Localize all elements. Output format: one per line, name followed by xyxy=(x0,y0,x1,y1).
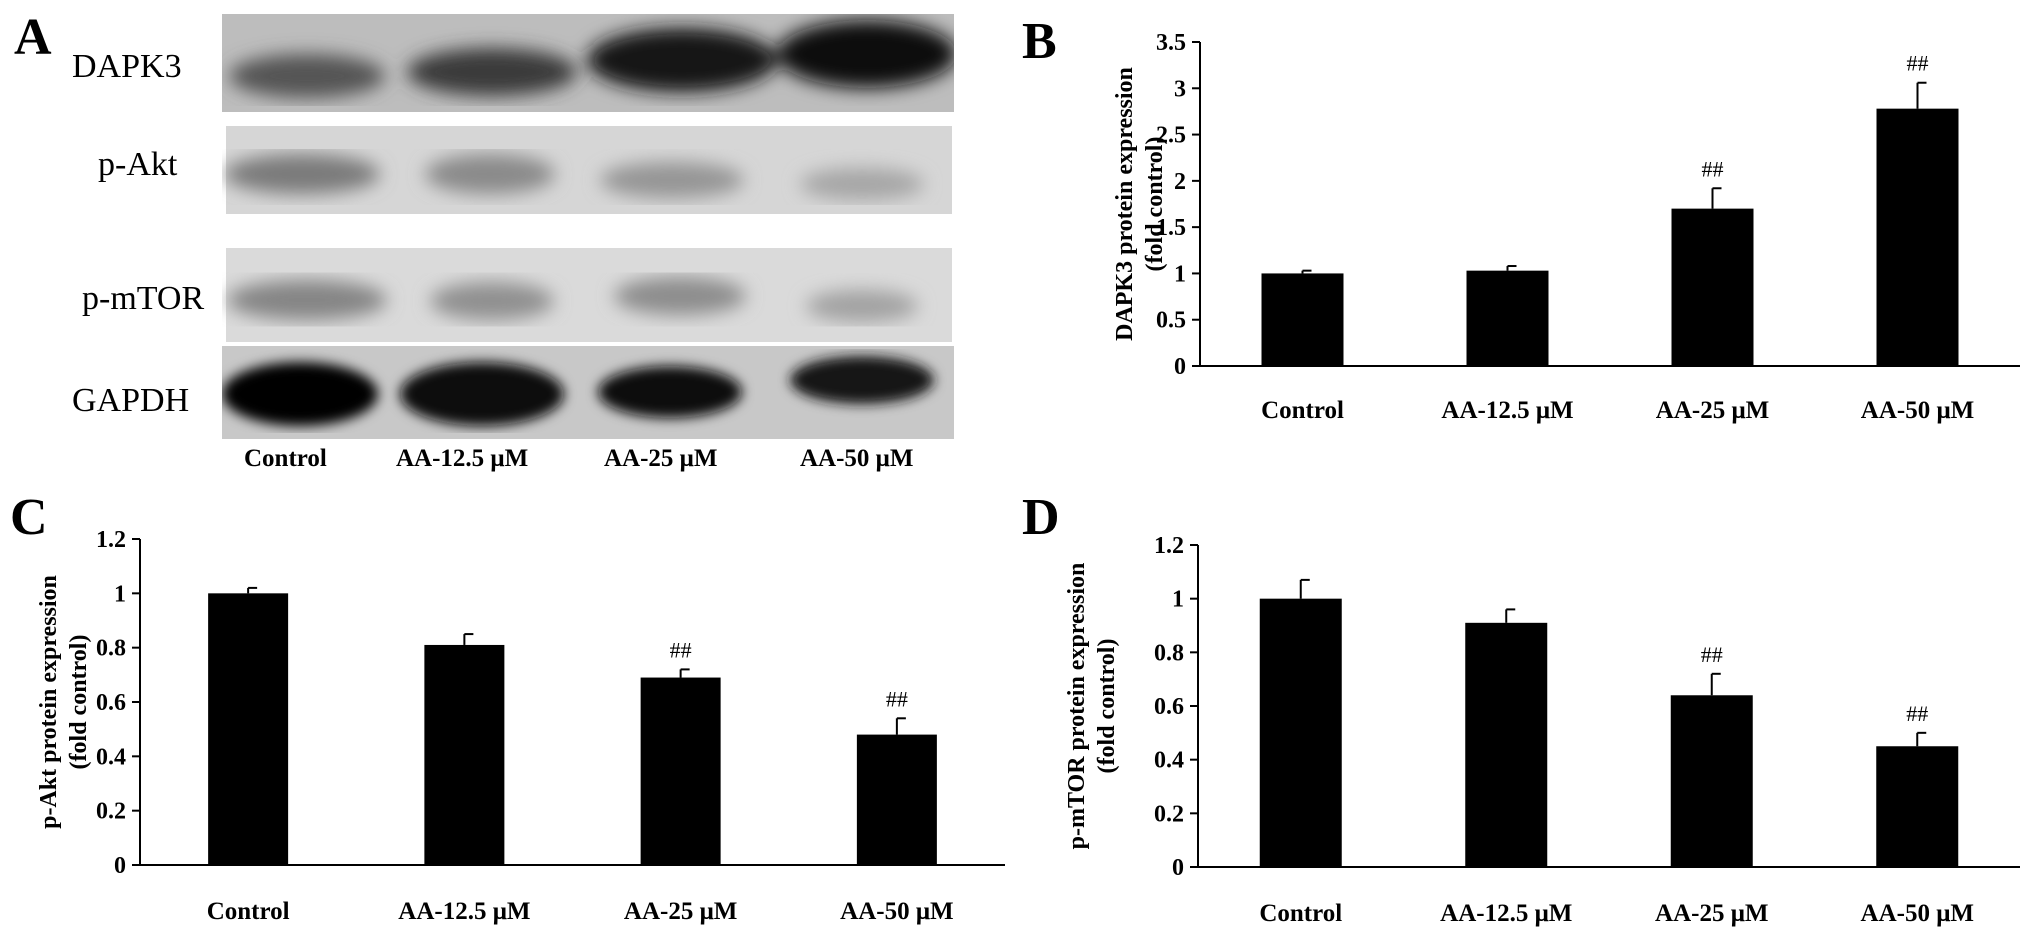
category-label: AA-50 μM xyxy=(840,898,953,925)
y-axis-label-unit: (fold control) xyxy=(1142,137,1168,272)
category-label: AA-25 μM xyxy=(1656,397,1769,424)
y-tick-label: 0.8 xyxy=(96,636,126,662)
y-tick-label: 1.5 xyxy=(1156,215,1186,241)
y-tick-label: 0.2 xyxy=(96,799,126,825)
p-akt-bar-chart: 0 0.2 0.4 0.6 0.8 1 1.2 p-Akt protein expressio… xyxy=(36,527,1005,925)
significance-annotation: ## xyxy=(1907,51,1929,76)
y-tick-label: 0 xyxy=(114,853,126,879)
blot-label-dapk3: DAPK3 xyxy=(72,48,182,85)
y-tick-label: 3 xyxy=(1174,76,1186,102)
lane-label-aa-12-5: AA-12.5 μM xyxy=(396,445,529,472)
significance-annotation: ## xyxy=(1906,701,1928,726)
category-label: Control xyxy=(207,898,290,925)
y-tick-label: 1.2 xyxy=(1154,533,1184,559)
lane-label-control: Control xyxy=(244,445,327,472)
blot-label-p-mtor: p-mTOR xyxy=(82,280,205,317)
dapk3-bar-chart: 0 0.5 1 1.5 2 2.5 3 3.5 DAPK3 protein expression… xyxy=(1112,30,2020,424)
panel-a-letter: A xyxy=(14,9,52,66)
y-axis-label: p-Akt protein expression xyxy=(36,575,62,829)
western-blot-image xyxy=(222,14,954,439)
bar xyxy=(1261,273,1344,366)
bar xyxy=(1465,622,1548,867)
p-mtor-bar-chart: 0 0.2 0.4 0.6 0.8 1 1.2 p-mTOR protein expressi… xyxy=(1064,533,2020,927)
y-tick-label: 0.2 xyxy=(1154,801,1184,827)
bar xyxy=(1876,746,1959,867)
y-tick-label: 1 xyxy=(1174,261,1186,287)
category-label: Control xyxy=(1261,397,1344,424)
panel-d-letter: D xyxy=(1022,489,1060,546)
bar xyxy=(208,593,289,865)
y-axis-label-unit: (fold control) xyxy=(66,635,92,770)
y-tick-label: 1 xyxy=(114,581,126,607)
y-axis-label: p-mTOR protein expression xyxy=(1064,563,1090,850)
panel-b-letter: B xyxy=(1022,13,1057,70)
y-tick-label: 3.5 xyxy=(1156,30,1186,56)
significance-annotation: ## xyxy=(670,637,692,662)
y-axis-label-unit: (fold control) xyxy=(1094,639,1120,774)
category-label: AA-25 μM xyxy=(624,898,737,925)
significance-annotation: ## xyxy=(886,686,908,711)
y-tick-label: 0 xyxy=(1172,855,1184,881)
y-tick-label: 0 xyxy=(1174,354,1186,380)
panel-c-letter: C xyxy=(10,489,48,546)
y-tick-label: 0.6 xyxy=(96,690,126,716)
bar xyxy=(1670,695,1753,867)
blot-label-gapdh: GAPDH xyxy=(72,382,190,419)
y-tick-label: 0.6 xyxy=(1154,694,1184,720)
bar xyxy=(640,677,721,865)
lane-label-aa-50: AA-50 μM xyxy=(800,445,914,472)
category-label: AA-12.5 μM xyxy=(1440,900,1572,927)
y-tick-label: 0.4 xyxy=(96,744,126,770)
bar xyxy=(1876,108,1959,366)
y-tick-label: 2.5 xyxy=(1156,123,1186,149)
y-tick-label: 1.2 xyxy=(96,527,126,553)
y-axis-label: DAPK3 protein expression xyxy=(1112,67,1138,341)
significance-annotation: ## xyxy=(1702,156,1724,181)
category-label: AA-12.5 μM xyxy=(398,898,530,925)
category-label: AA-25 μM xyxy=(1655,900,1768,927)
bar xyxy=(1466,270,1549,366)
bar xyxy=(1671,208,1754,366)
category-label: AA-50 μM xyxy=(1861,397,1974,424)
bar xyxy=(1259,598,1342,867)
bar xyxy=(424,644,505,865)
y-tick-label: 0.4 xyxy=(1154,748,1184,774)
category-label: AA-50 μM xyxy=(1861,900,1974,927)
significance-annotation: ## xyxy=(1701,642,1723,667)
category-label: AA-12.5 μM xyxy=(1441,397,1573,424)
y-tick-label: 1 xyxy=(1172,587,1184,613)
blot-label-p-akt: p-Akt xyxy=(98,146,178,183)
y-tick-label: 2 xyxy=(1174,169,1186,195)
category-label: Control xyxy=(1259,900,1342,927)
y-tick-label: 0.8 xyxy=(1154,640,1184,666)
lane-label-aa-25: AA-25 μM xyxy=(604,445,718,472)
y-tick-label: 0.5 xyxy=(1156,308,1186,334)
bar xyxy=(856,734,937,865)
